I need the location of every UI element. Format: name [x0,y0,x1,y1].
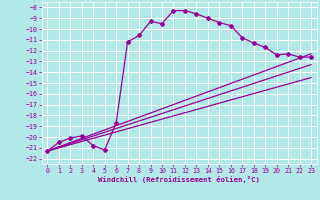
X-axis label: Windchill (Refroidissement éolien,°C): Windchill (Refroidissement éolien,°C) [98,176,260,183]
